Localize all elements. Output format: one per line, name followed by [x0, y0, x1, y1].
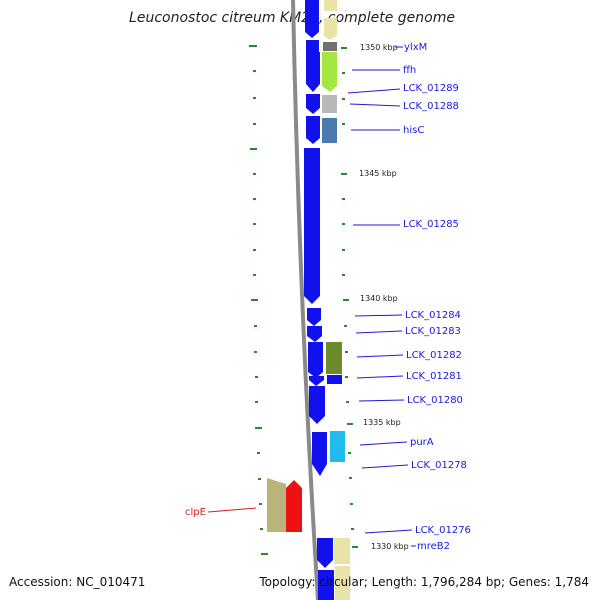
gene-label-LCK_01278: LCK_01278	[411, 460, 467, 471]
scale-label-1350: 1350 kbp	[360, 43, 398, 52]
genome-backbone	[291, 0, 320, 600]
gene-label-clpE: clpE	[185, 507, 206, 518]
scale-label-1330: 1330 kbp	[371, 542, 409, 551]
gene-label-LCK_01276: LCK_01276	[415, 525, 471, 536]
scale-label-1335: 1335 kbp	[363, 418, 401, 427]
scale-labels: 1350 kbp 1345 kbp 1340 kbp 1335 kbp 1330…	[359, 43, 409, 551]
cds-track-colored	[322, 18, 350, 600]
cds-track-blue	[304, 0, 334, 600]
gene-label-purA: purA	[410, 437, 434, 448]
cds-outer-strand	[267, 478, 302, 532]
outer-ticks	[249, 45, 268, 555]
cds-top-fragment	[324, 0, 337, 11]
clpE-leader-line	[207, 507, 257, 513]
gene-label-LCK_01284: LCK_01284	[405, 310, 461, 321]
gene-label-LCK_01280: LCK_01280	[407, 395, 463, 406]
gene-label-ffh: ffh	[403, 65, 416, 76]
gene-leader-lines	[347, 46, 416, 547]
gene-label-LCK_01289: LCK_01289	[403, 83, 459, 94]
scale-label-1340: 1340 kbp	[360, 294, 398, 303]
genome-summary: Topology: circular; Length: 1,796,284 bp…	[258, 575, 589, 589]
gene-label-LCK_01288: LCK_01288	[403, 101, 459, 112]
gene-label-LCK_01281: LCK_01281	[406, 371, 462, 382]
gene-label-LCK_01285: LCK_01285	[403, 219, 459, 230]
gene-labels: ylxM ffh LCK_01289 LCK_01288 hisC LCK_01…	[185, 42, 471, 552]
gene-label-LCK_01283: LCK_01283	[405, 326, 461, 337]
gene-label-LCK_01282: LCK_01282	[406, 350, 462, 361]
inner-ticks	[341, 47, 358, 548]
accession-label: Accession: NC_010471	[9, 575, 145, 589]
scale-label-1345: 1345 kbp	[359, 169, 397, 178]
gene-label-mreB2: mreB2	[417, 541, 450, 552]
gene-label-hisC: hisC	[403, 125, 424, 136]
gene-label-ylxM: ylxM	[404, 42, 427, 53]
